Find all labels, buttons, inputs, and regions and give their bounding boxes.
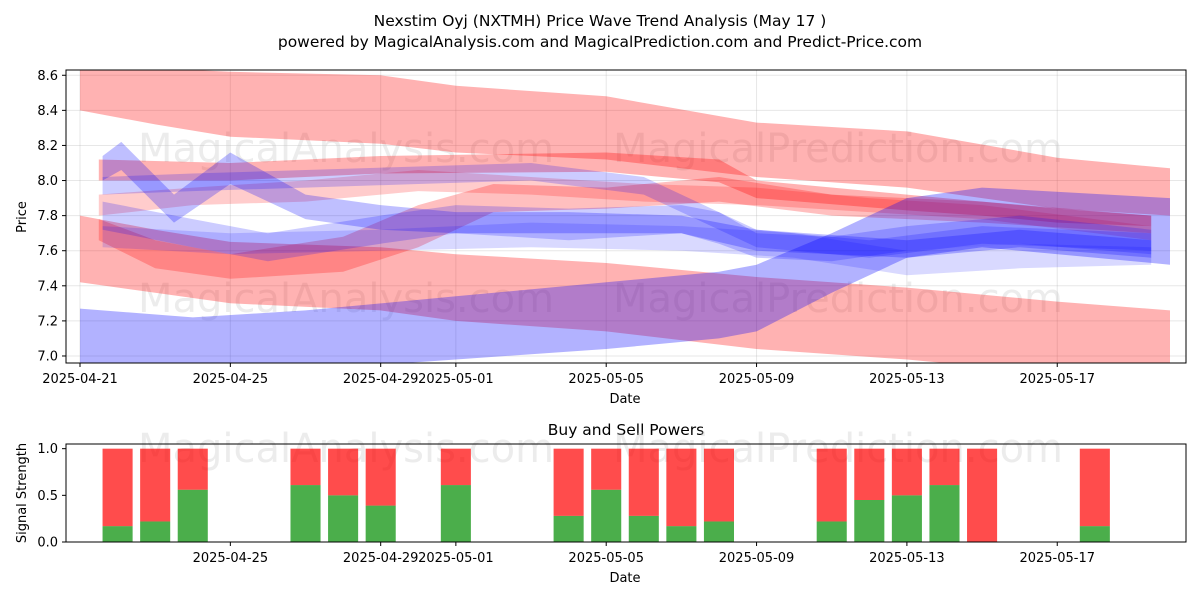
price-x-tick-label: 2025-04-29	[343, 372, 419, 387]
buy-bar-2025-04-24	[177, 489, 208, 542]
price-band-red-1	[80, 215, 1170, 363]
buy-bar-2025-05-18	[1079, 526, 1110, 542]
power-x-tick-label: 2025-05-09	[719, 551, 795, 566]
sell-bar-2025-05-18	[1079, 448, 1110, 527]
sell-bar-2025-05-12	[854, 448, 885, 500]
watermark-analysis-top: MagicalAnalysis.com	[138, 126, 554, 172]
buy-bar-2025-05-12	[854, 500, 885, 542]
price-bands	[80, 70, 1170, 363]
buy-bar-2025-04-22	[102, 526, 133, 542]
power-y-tick-label: 0.5	[37, 489, 58, 504]
sell-bar-2025-05-05	[591, 448, 622, 490]
buy-bar-2025-05-11	[816, 521, 847, 542]
price-x-tick-label: 2025-05-17	[1019, 372, 1095, 387]
price-y-ticks: 7.0 7.2 7.4 7.6 7.8 8.0 8.2 8.4 8.6	[37, 69, 66, 364]
price-y-tick-label: 8.6	[37, 69, 58, 84]
power-y-tick-label: 1.0	[37, 442, 58, 457]
price-watermarks: MagicalAnalysis.com MagicalPrediction.co…	[138, 126, 1063, 322]
power-axes-frame	[65, 443, 1187, 543]
power-x-ticks: 2025-04-25 2025-04-29 2025-05-01 2025-05-05…	[193, 542, 1095, 566]
watermark-prediction-top: MagicalPrediction.com	[613, 126, 1063, 172]
buy-bar-2025-05-14	[929, 485, 960, 542]
power-x-label: Date	[609, 571, 640, 586]
power-x-tick-label: 2025-05-17	[1019, 551, 1095, 566]
price-y-label: Price	[15, 201, 30, 233]
price-x-tick-label: 2025-04-25	[193, 372, 269, 387]
buy-bar-2025-05-06	[628, 515, 659, 542]
sell-bar-2025-05-15	[967, 448, 998, 542]
price-y-tick-label: 7.2	[37, 314, 58, 329]
power-x-tick-label: 2025-05-05	[568, 551, 644, 566]
buy-bar-2025-04-29	[365, 505, 396, 542]
power-bars	[102, 448, 1110, 542]
buy-bar-2025-05-05	[591, 489, 622, 542]
buy-bar-2025-05-04	[553, 515, 584, 542]
price-band-blue-5	[80, 187, 1170, 363]
buy-bar-2025-04-23	[140, 521, 171, 542]
price-y-tick-label: 7.8	[37, 209, 58, 224]
power-chart-title: Buy and Sell Powers	[548, 421, 705, 439]
price-band-red-2	[98, 152, 1152, 227]
buy-bar-2025-05-13	[891, 495, 922, 542]
price-y-tick-label: 8.0	[37, 174, 58, 189]
price-x-tick-label: 2025-05-01	[418, 372, 494, 387]
power-x-tick-label: 2025-05-13	[869, 551, 945, 566]
sell-bar-2025-04-24	[177, 448, 208, 490]
sell-bar-2025-04-29	[365, 448, 396, 506]
sell-bar-2025-05-13	[891, 448, 922, 496]
price-band-red-0	[80, 70, 1170, 216]
price-y-tick-label: 8.4	[37, 104, 58, 119]
watermark-prediction-mid: MagicalPrediction.com	[613, 276, 1063, 322]
buy-bar-2025-05-01	[440, 485, 471, 542]
price-band-red-3	[98, 177, 1152, 279]
price-y-tick-label: 7.6	[37, 244, 58, 259]
power-y-ticks: 0.0 0.5 1.0	[37, 442, 66, 551]
price-y-tick-label: 7.4	[37, 279, 58, 294]
watermark-analysis-mid: MagicalAnalysis.com	[138, 276, 554, 322]
buy-bar-2025-05-08	[703, 521, 734, 542]
power-x-tick-label: 2025-05-01	[418, 551, 494, 566]
chart-subtitle: powered by MagicalAnalysis.com and Magic…	[278, 33, 922, 51]
sell-bar-2025-04-27	[290, 448, 321, 486]
price-y-tick-label: 7.0	[37, 349, 58, 364]
sell-bar-2025-05-14	[929, 448, 960, 486]
sell-bar-2025-05-07	[666, 448, 697, 527]
buy-bar-2025-04-28	[328, 495, 359, 542]
sell-bar-2025-04-28	[328, 448, 359, 496]
sell-bar-2025-05-06	[628, 448, 659, 516]
sell-bar-2025-04-23	[140, 448, 171, 522]
buy-bar-2025-04-27	[290, 485, 321, 542]
price-y-tick-label: 8.2	[37, 139, 58, 154]
price-band-blue-7	[102, 201, 1152, 262]
sell-bar-2025-05-08	[703, 448, 734, 522]
sell-bar-2025-05-01	[440, 448, 471, 486]
power-x-tick-label: 2025-04-29	[343, 551, 419, 566]
price-x-tick-label: 2025-05-09	[719, 372, 795, 387]
buy-bar-2025-05-07	[666, 526, 697, 542]
sell-bar-2025-04-22	[102, 448, 133, 527]
price-axes-frame	[65, 69, 1187, 364]
price-band-blue-6	[102, 141, 1152, 258]
power-y-label: Signal Strength	[15, 443, 30, 543]
price-band-blue-9	[102, 222, 1152, 276]
chart-title: Nexstim Oyj (NXTMH) Price Wave Trend Ana…	[374, 12, 827, 30]
price-band-red-4	[98, 170, 1152, 241]
power-y-tick-label: 0.0	[37, 536, 58, 551]
price-x-label: Date	[609, 392, 640, 407]
price-x-tick-label: 2025-05-13	[869, 372, 945, 387]
price-x-tick-label: 2025-05-05	[568, 372, 644, 387]
price-gridlines	[66, 70, 1186, 363]
price-x-ticks: 2025-04-21 2025-04-25 2025-04-29 2025-05-01…	[42, 363, 1095, 387]
price-x-tick-label: 2025-04-21	[42, 372, 118, 387]
price-band-blue-8	[102, 163, 1152, 258]
sell-bar-2025-05-04	[553, 448, 584, 516]
power-x-tick-label: 2025-04-25	[193, 551, 269, 566]
sell-bar-2025-05-11	[816, 448, 847, 522]
